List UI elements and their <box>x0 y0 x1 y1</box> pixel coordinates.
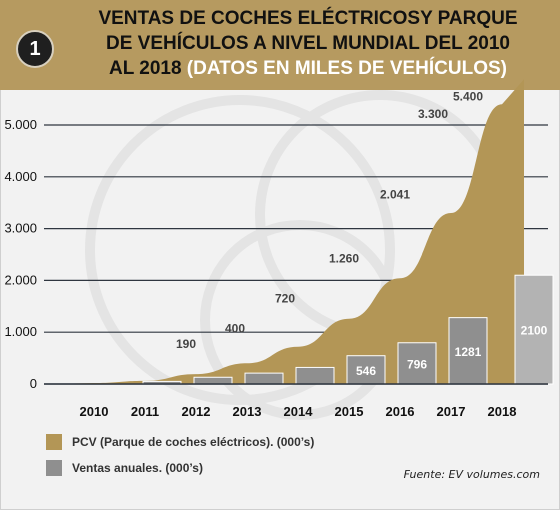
sales-bar-2015 <box>346 355 386 385</box>
pcv-data-label: 5.400 <box>453 89 483 103</box>
y-tick-label: 2.000 <box>4 272 37 287</box>
number-badge: 1 <box>16 30 54 68</box>
x-tick-label: 2013 <box>233 404 262 419</box>
source-note: Fuente: EV volumes.com <box>403 468 540 481</box>
title-subtitle: (DATOS EN MILES DE VEHÍCULOS) <box>186 58 508 79</box>
pcv-area <box>52 79 524 384</box>
pcv-data-label: 720 <box>275 292 295 306</box>
sales-bar-2014 <box>295 366 335 385</box>
title-line-3: AL 2018 (DATOS EN MILES DE VEHÍCULOS) <box>64 56 552 81</box>
legend-item-pcv: PCV (Parque de coches eléctricos). (000’… <box>46 434 314 450</box>
pcv-data-label: 2.041 <box>380 187 410 201</box>
y-tick-label: 1.000 <box>4 324 37 339</box>
sales-data-label: 1281 <box>455 345 482 359</box>
title-line-3-main: AL 2018 <box>108 58 182 79</box>
x-tick-label: 2011 <box>131 404 159 419</box>
pcv-data-label: 3.300 <box>418 107 448 121</box>
legend-item-sales: Ventas anuales. (000’s) <box>46 460 203 476</box>
x-tick-label: 2015 <box>335 404 364 419</box>
sales-bar-2013 <box>244 372 284 385</box>
title-line-1: VENTAS DE COCHES ELÉCTRICOSY PARQUE <box>98 8 518 29</box>
y-tick-label: 5.000 <box>4 117 37 132</box>
chart-title: VENTAS DE COCHES ELÉCTRICOSY PARQUE DE V… <box>64 6 552 81</box>
title-banner: 1 VENTAS DE COCHES ELÉCTRICOSY PARQUE DE… <box>0 0 560 90</box>
sales-bar-2016 <box>397 342 437 385</box>
legend-label-pcv: PCV (Parque de coches eléctricos). (000’… <box>72 435 315 449</box>
x-tick-label: 2010 <box>80 404 109 419</box>
pcv-data-label: 400 <box>225 321 245 335</box>
pcv-data-label: 1.260 <box>329 252 359 266</box>
y-tick-label: 4.000 <box>4 169 37 184</box>
title-line-2: DE VEHÍCULOS A NIVEL MUNDIAL DEL 2010 <box>105 33 510 54</box>
sales-bar-2018 <box>514 274 554 385</box>
x-tick-label: 2016 <box>386 404 415 419</box>
y-tick-label: 3.000 <box>4 221 37 236</box>
x-tick-label: 2012 <box>182 404 211 419</box>
legend-swatch-pcv <box>46 434 62 450</box>
sales-bar-2012 <box>193 376 233 385</box>
sales-data-label: 546 <box>356 364 376 378</box>
x-tick-label: 2014 <box>284 404 314 419</box>
sales-data-label: 796 <box>407 357 427 371</box>
sales-bar-2017 <box>448 317 488 385</box>
legend-label-sales: Ventas anuales. (000’s) <box>72 461 203 475</box>
sales-data-label: 2100 <box>521 324 548 338</box>
x-tick-label: 2017 <box>437 404 466 419</box>
x-tick-label: 2018 <box>488 404 517 419</box>
y-tick-label: 0 <box>30 376 37 391</box>
pcv-data-label: 190 <box>176 337 196 351</box>
legend-swatch-sales <box>46 460 62 476</box>
